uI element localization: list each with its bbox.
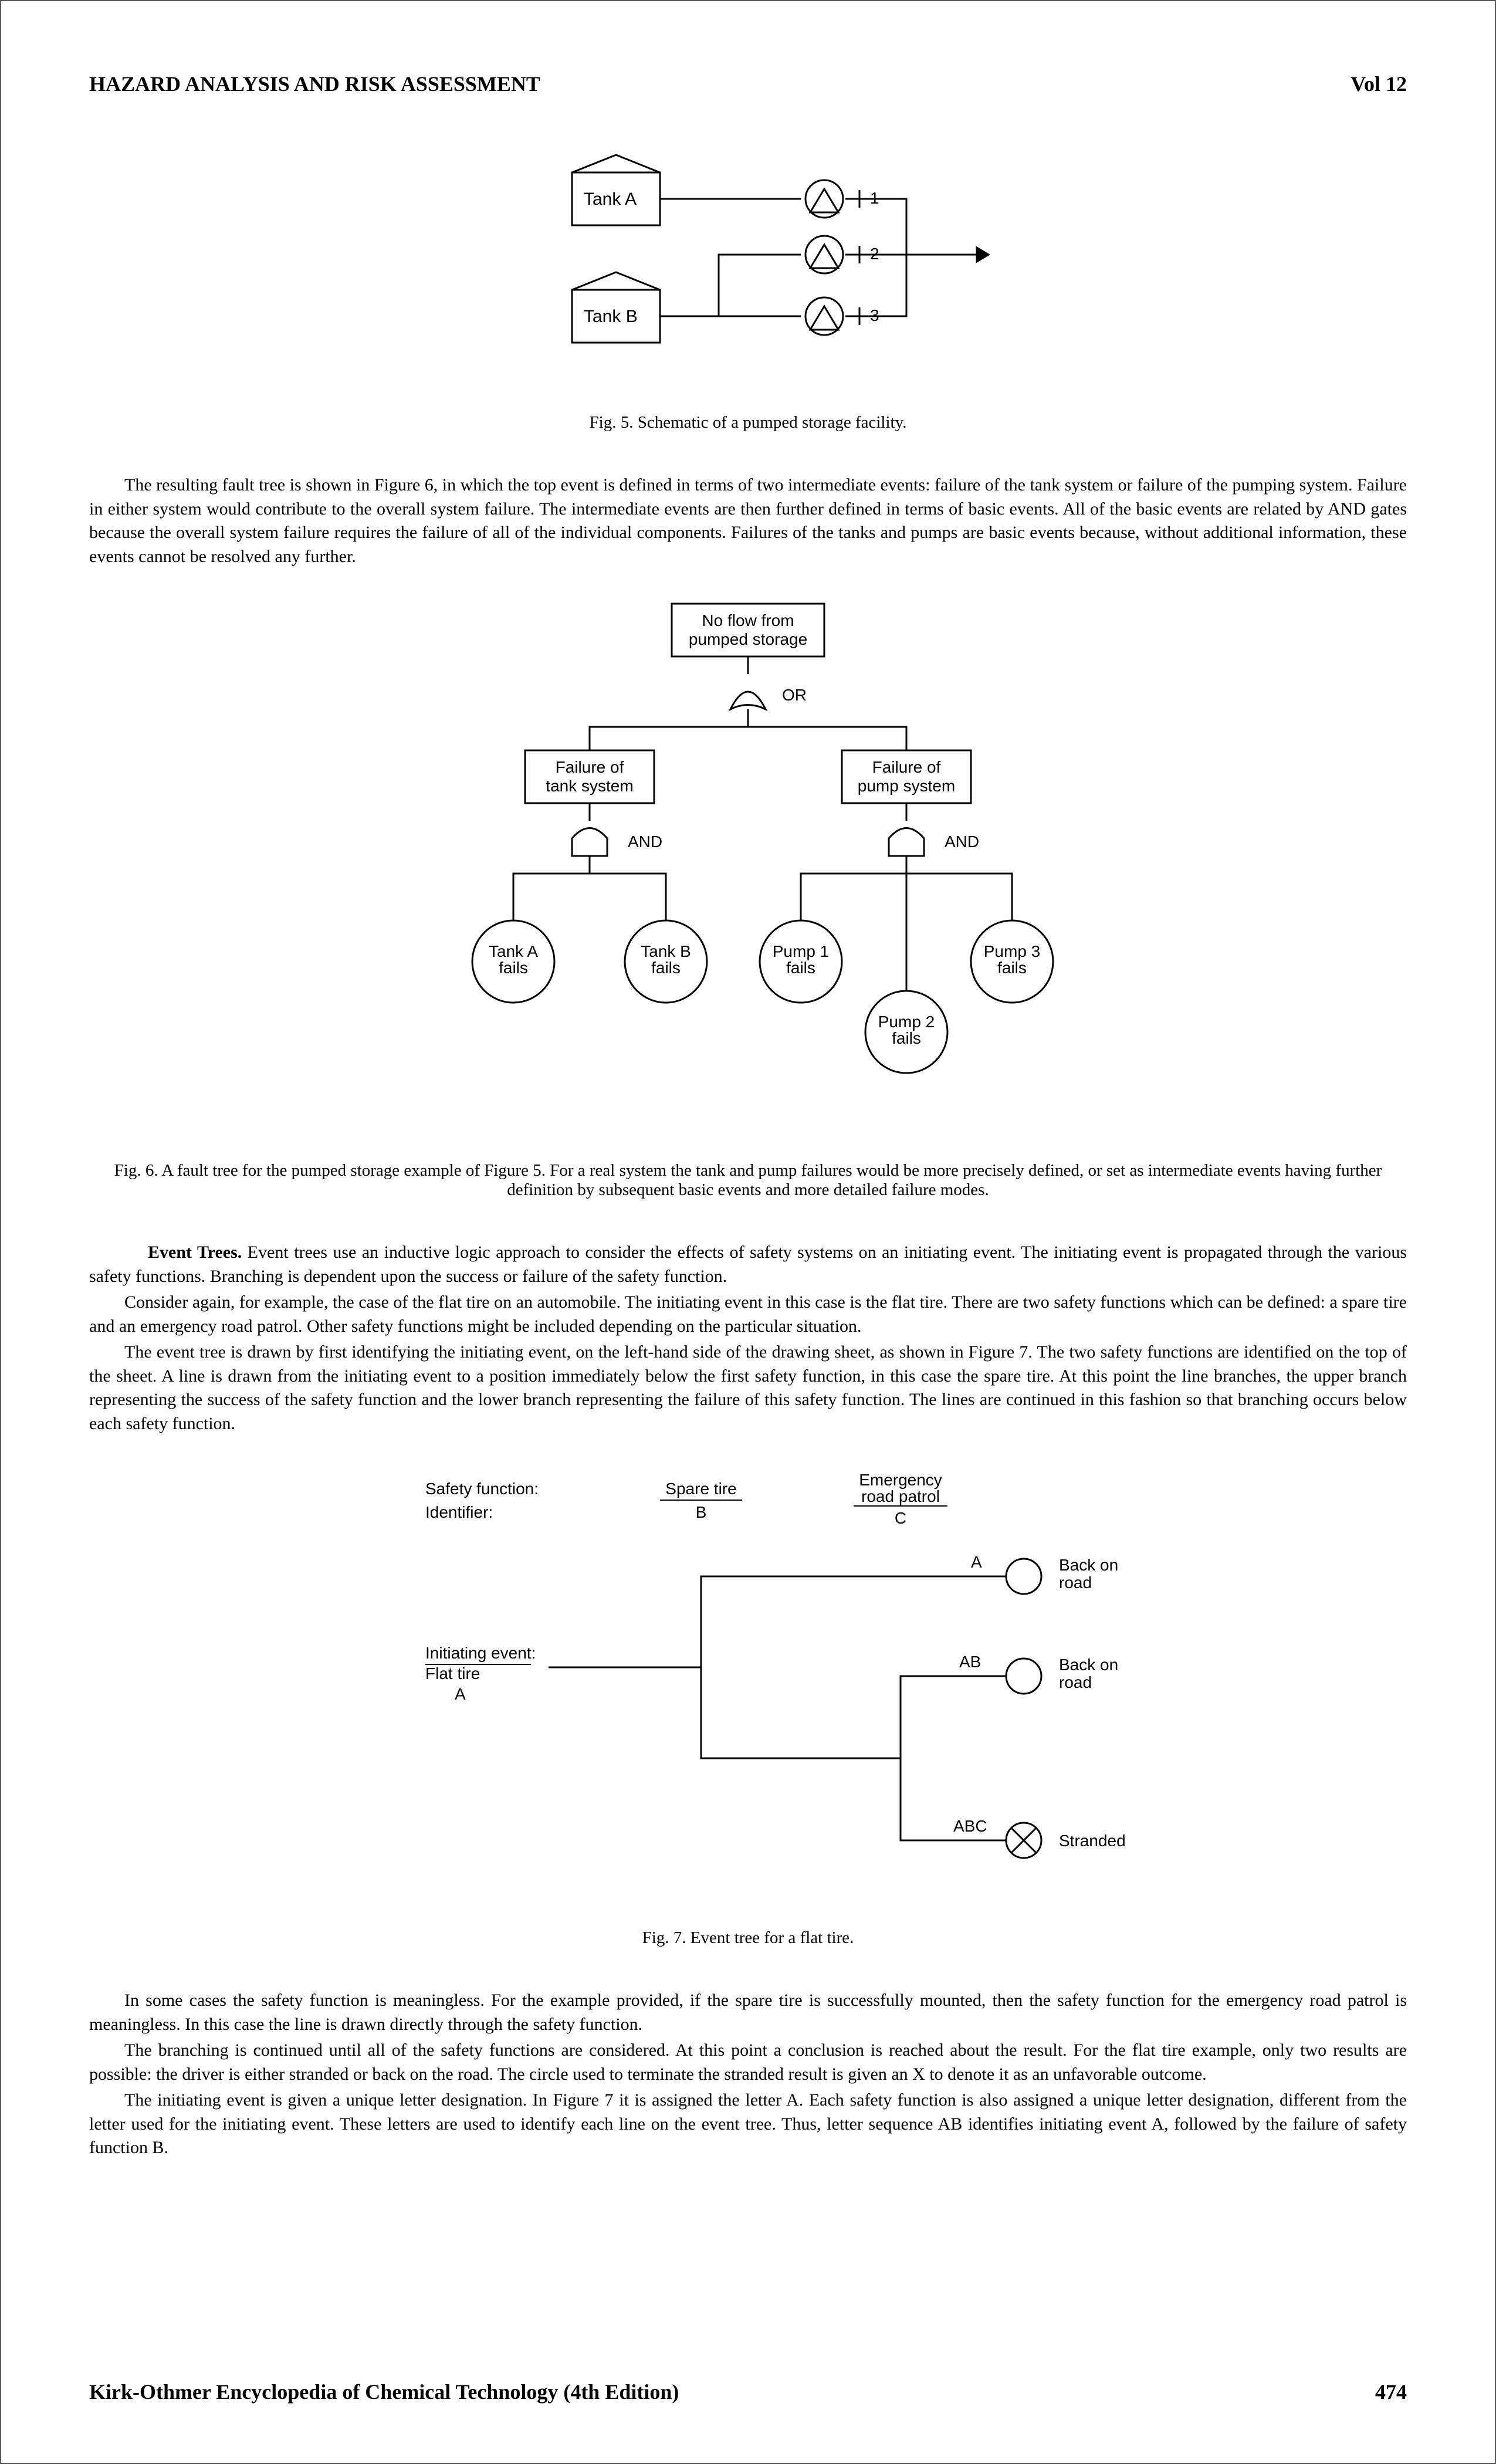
event-trees-heading: Event Trees. <box>148 1243 242 1262</box>
footer-right: 474 <box>1375 2380 1407 2404</box>
fig6-or-label: OR <box>782 686 807 704</box>
fig6-leaf-p2b: fails <box>892 1029 921 1047</box>
fig7-out3: Stranded <box>1059 1832 1126 1850</box>
fig6-leaf-b2: fails <box>651 959 681 977</box>
fig5-tank-b-label: Tank B <box>584 307 638 326</box>
figure-7-event-tree: Safety function: Identifier: Spare tire … <box>279 1465 1217 1905</box>
page-footer: Kirk-Othmer Encyclopedia of Chemical Tec… <box>89 2380 1407 2404</box>
fig5-pump1-label: 1 <box>870 189 879 207</box>
fig5-pump3-label: 3 <box>870 306 879 324</box>
fig7-init-label: Initiating event: <box>425 1644 536 1662</box>
fig7-sf-label: Safety function: <box>425 1480 539 1498</box>
figure-6-fault-tree: No flow from pumped storage OR Failure o… <box>337 592 1159 1149</box>
para1-text: The resulting fault tree is shown in Fig… <box>89 473 1407 568</box>
fig6-top-line2: pumped storage <box>689 630 807 648</box>
para2b-text: Consider again, for example, the case of… <box>89 1291 1407 1338</box>
para3a-text: In some cases the safety function is mea… <box>89 1989 1407 2036</box>
fig7-col1-id: B <box>696 1503 707 1521</box>
fig7-col1: Spare tire <box>665 1480 736 1498</box>
fig6-leaf-p3b: fails <box>997 959 1027 977</box>
fig7-col2b: road patrol <box>861 1487 940 1505</box>
fig7-init-id: A <box>455 1685 466 1703</box>
fig7-col2-id: C <box>895 1509 906 1527</box>
fig6-left-line1: Failure of <box>556 758 624 776</box>
para3c-text: The initiating event is given a unique l… <box>89 2089 1407 2160</box>
fig7-path-a: A <box>971 1553 982 1571</box>
header-title: HAZARD ANALYSIS AND RISK ASSESSMENT <box>89 72 540 96</box>
footer-left: Kirk-Othmer Encyclopedia of Chemical Tec… <box>89 2380 679 2404</box>
fig7-col2a: Emergency <box>859 1471 942 1489</box>
fig7-out1a: Back on <box>1059 1556 1118 1574</box>
fig7-path-ab: AB <box>959 1653 981 1671</box>
figure-6-caption: Fig. 6. A fault tree for the pumped stor… <box>89 1161 1407 1200</box>
fig6-right-line1: Failure of <box>872 758 941 776</box>
fig7-init-what: Flat tire <box>425 1664 480 1683</box>
fig7-out2b: road <box>1059 1673 1092 1691</box>
figure-5-caption: Fig. 5. Schematic of a pumped storage fa… <box>89 413 1407 432</box>
fig6-leaf-p1a: Pump 1 <box>773 942 830 960</box>
para2a-text: Event trees use an inductive logic appro… <box>89 1243 1407 1286</box>
para2c-text: The event tree is drawn by first identif… <box>89 1341 1407 1436</box>
paragraph-block-3: In some cases the safety function is mea… <box>89 1989 1407 2160</box>
fig7-id-label: Identifier: <box>425 1503 493 1521</box>
fig6-leaf-b1: Tank B <box>641 942 691 960</box>
fig6-leaf-a1: Tank A <box>489 942 538 960</box>
header-volume: Vol 12 <box>1351 72 1407 96</box>
fig6-leaf-p1b: fails <box>786 959 815 977</box>
figure-5-schematic: Tank A Tank B 1 2 3 <box>425 143 1071 390</box>
figure-7-caption: Fig. 7. Event tree for a flat tire. <box>89 1928 1407 1948</box>
fig6-leaf-p2a: Pump 2 <box>878 1013 935 1031</box>
fig6-and-right: AND <box>945 832 979 851</box>
fig7-out1b: road <box>1059 1573 1092 1592</box>
para3b-text: The branching is continued until all of … <box>89 2039 1407 2086</box>
fig7-out2a: Back on <box>1059 1656 1118 1674</box>
page-header: HAZARD ANALYSIS AND RISK ASSESSMENT Vol … <box>89 72 1407 96</box>
fig6-leaf-a2: fails <box>499 959 528 977</box>
paragraph-1: The resulting fault tree is shown in Fig… <box>89 473 1407 568</box>
fig6-and-left: AND <box>628 832 662 851</box>
fig7-path-abc: ABC <box>953 1817 987 1835</box>
fig6-top-line1: No flow from <box>702 611 794 629</box>
page: HAZARD ANALYSIS AND RISK ASSESSMENT Vol … <box>0 0 1496 2464</box>
fig5-tank-a-label: Tank A <box>584 189 637 209</box>
fig6-left-line2: tank system <box>546 777 633 795</box>
event-trees-block: Event Trees. Event trees use an inductiv… <box>89 1241 1407 1436</box>
fig5-pump2-label: 2 <box>870 245 879 263</box>
fig6-right-line2: pump system <box>858 777 956 795</box>
fig6-leaf-p3a: Pump 3 <box>984 942 1041 960</box>
